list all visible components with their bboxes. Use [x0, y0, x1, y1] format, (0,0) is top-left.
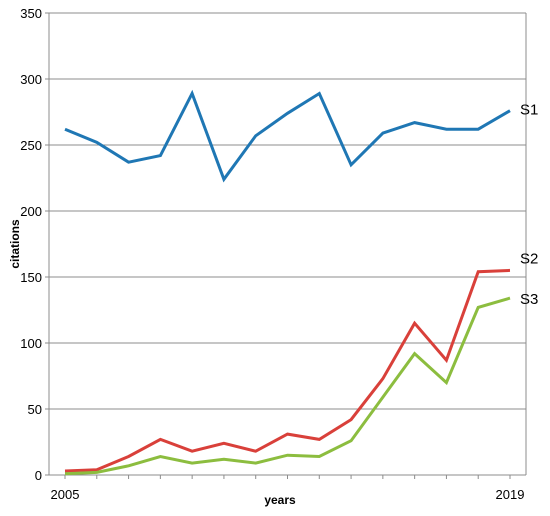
- y-tick-label: 200: [20, 204, 42, 219]
- x-tick-label: 2019: [496, 487, 525, 502]
- y-tick-label: 350: [20, 6, 42, 21]
- series-label: S3: [520, 291, 538, 308]
- series-s3: [64, 296, 511, 476]
- series-label: S2: [520, 250, 538, 267]
- series-s2: [64, 268, 511, 473]
- series-labels: S1 S2 S3: [520, 102, 538, 308]
- series-s1: [64, 89, 511, 183]
- y-axis-title: citations: [8, 219, 22, 269]
- gridlines: [49, 12, 526, 410]
- y-tick-label: 50: [28, 402, 42, 417]
- y-tick-label: 0: [35, 468, 42, 483]
- y-tick-label: 300: [20, 72, 42, 87]
- y-tick-label: 150: [20, 270, 42, 285]
- series-lines: [64, 89, 511, 476]
- x-tick-label: 2005: [51, 487, 80, 502]
- series-line: [64, 268, 511, 473]
- series-line: [64, 89, 511, 183]
- axes: [45, 12, 527, 479]
- series-label: S1: [520, 102, 538, 119]
- series-line: [64, 296, 511, 476]
- y-tick-labels: 0 50 100 150 200 250 300 350: [20, 6, 42, 483]
- x-tick-labels: 2005 2019: [51, 487, 525, 502]
- y-tick-label: 100: [20, 336, 42, 351]
- x-axis-title: years: [264, 493, 296, 507]
- y-tick-label: 250: [20, 138, 42, 153]
